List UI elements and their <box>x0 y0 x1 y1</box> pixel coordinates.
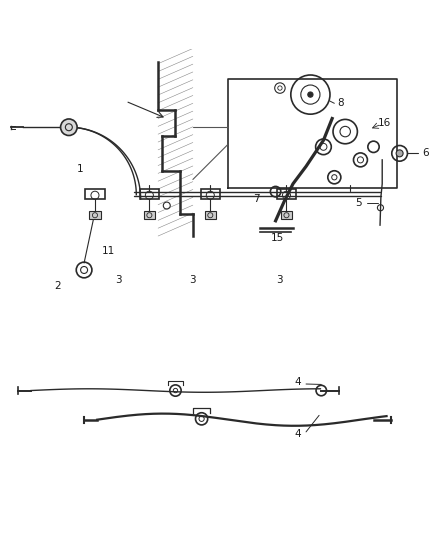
Text: 4: 4 <box>294 429 300 439</box>
Circle shape <box>396 150 403 157</box>
Circle shape <box>60 119 77 135</box>
Bar <box>85 189 105 199</box>
Bar <box>140 189 159 199</box>
Bar <box>89 211 101 219</box>
Text: 6: 6 <box>422 148 429 158</box>
Text: 5: 5 <box>355 198 362 208</box>
Circle shape <box>308 92 313 97</box>
Text: 3: 3 <box>277 274 283 285</box>
Text: 3: 3 <box>190 274 196 285</box>
Text: 8: 8 <box>338 98 344 108</box>
Text: 4: 4 <box>294 377 300 387</box>
Text: 7: 7 <box>253 194 259 204</box>
Bar <box>281 211 292 219</box>
Text: 2: 2 <box>55 281 61 291</box>
Bar <box>201 189 220 199</box>
Text: 1: 1 <box>76 164 83 174</box>
Text: 16: 16 <box>378 118 391 128</box>
Text: 15: 15 <box>271 233 284 243</box>
Bar <box>277 189 296 199</box>
Text: 11: 11 <box>101 246 115 256</box>
Bar <box>144 211 155 219</box>
Bar <box>205 211 216 219</box>
Text: 3: 3 <box>116 274 122 285</box>
